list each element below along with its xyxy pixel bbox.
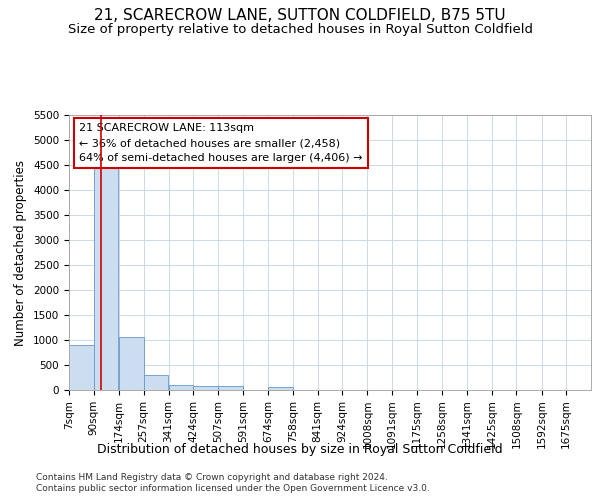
Text: Contains public sector information licensed under the Open Government Licence v3: Contains public sector information licen… bbox=[36, 484, 430, 493]
Bar bbox=[268, 387, 293, 390]
Text: 21 SCARECROW LANE: 113sqm
← 36% of detached houses are smaller (2,458)
64% of se: 21 SCARECROW LANE: 113sqm ← 36% of detac… bbox=[79, 123, 363, 163]
Y-axis label: Number of detached properties: Number of detached properties bbox=[14, 160, 28, 346]
Bar bbox=[94, 162, 118, 390]
Text: Size of property relative to detached houses in Royal Sutton Coldfield: Size of property relative to detached ho… bbox=[67, 22, 533, 36]
Bar bbox=[193, 386, 218, 390]
Bar bbox=[218, 386, 243, 390]
Bar bbox=[143, 375, 168, 390]
Bar bbox=[69, 345, 94, 390]
Text: Distribution of detached houses by size in Royal Sutton Coldfield: Distribution of detached houses by size … bbox=[97, 442, 503, 456]
Bar bbox=[119, 336, 143, 390]
Bar bbox=[169, 385, 193, 390]
Text: 21, SCARECROW LANE, SUTTON COLDFIELD, B75 5TU: 21, SCARECROW LANE, SUTTON COLDFIELD, B7… bbox=[94, 8, 506, 22]
Text: Contains HM Land Registry data © Crown copyright and database right 2024.: Contains HM Land Registry data © Crown c… bbox=[36, 472, 388, 482]
